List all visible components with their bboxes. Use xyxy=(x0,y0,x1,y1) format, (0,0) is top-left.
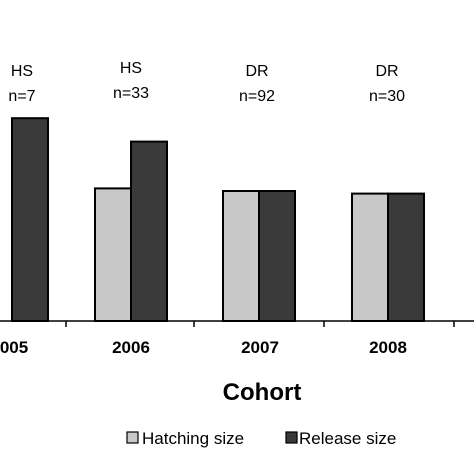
x-ticks-group xyxy=(65,321,455,327)
legend-label-release: Release size xyxy=(299,429,396,448)
method-label-2005: HS xyxy=(11,63,33,80)
x-tick-label-2007: 2007 xyxy=(241,338,279,357)
bar-hatching-size-2006 xyxy=(94,187,132,322)
legend: Hatching size Release size xyxy=(126,429,396,448)
bars-group xyxy=(11,117,425,323)
bar-release-size-2008 xyxy=(387,192,425,323)
n-label-2005: n=7 xyxy=(8,88,35,105)
method-label-2006: HS xyxy=(120,60,142,77)
bar-release-size-2006 xyxy=(130,140,168,322)
bar-release-size-2005 xyxy=(11,117,49,322)
x-tick-label-2006: 2006 xyxy=(112,338,150,357)
x-axis-title: Cohort xyxy=(223,379,302,406)
bar-release-size-2007 xyxy=(258,190,296,322)
x-tick-label-2005: 005 xyxy=(0,338,28,357)
x-tick-label-2008: 2008 xyxy=(369,338,407,357)
legend-label-hatching: Hatching size xyxy=(142,429,244,448)
method-label-2007: DR xyxy=(245,63,268,80)
n-label-2008: n=30 xyxy=(369,88,405,105)
bar-hatching-size-2008 xyxy=(351,192,389,323)
bar-hatching-size-2007 xyxy=(222,190,260,322)
legend-swatch-release xyxy=(285,431,298,444)
method-label-2008: DR xyxy=(375,63,398,80)
legend-swatch-hatching xyxy=(126,431,139,444)
n-label-2006: n=33 xyxy=(113,85,149,102)
n-label-2007: n=92 xyxy=(239,88,275,105)
